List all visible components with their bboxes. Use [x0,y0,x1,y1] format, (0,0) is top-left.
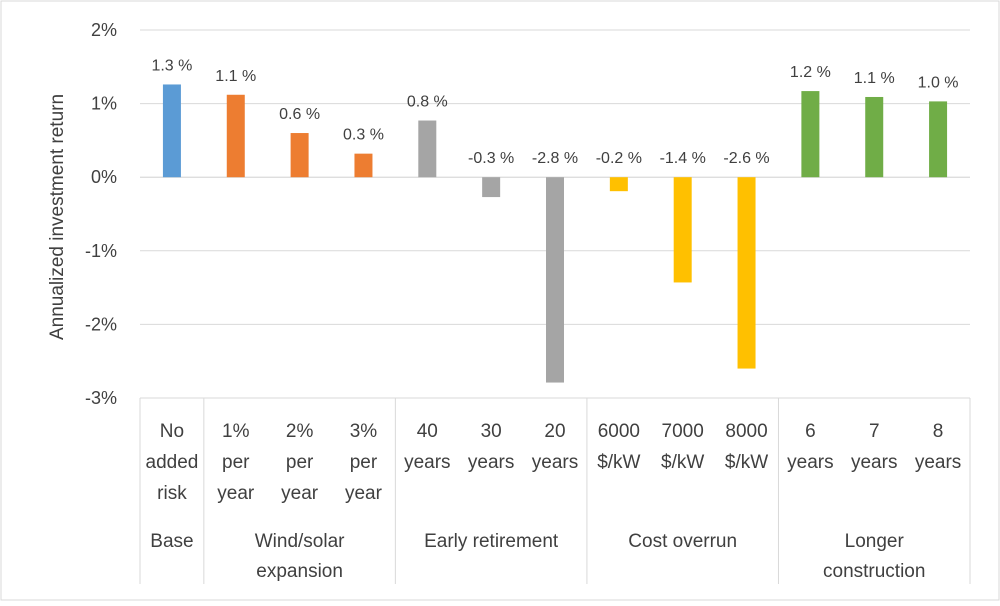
bars [162,84,948,383]
category-label: 3% [350,421,378,442]
category-label: per [350,452,378,473]
group-label: Base [150,531,193,552]
category-label: 7 [869,421,880,442]
category-label: risk [157,483,187,504]
bar [673,177,692,283]
category-label: years [787,452,833,473]
group-label: Longer [845,531,905,552]
data-label: 1.0 % [918,74,959,91]
bar [929,101,948,178]
bar [482,177,501,198]
category-label: $/kW [661,452,704,473]
category-label: $/kW [597,452,640,473]
group-label: expansion [256,561,343,582]
category-label: years [851,452,897,473]
category-label: years [915,452,961,473]
category-label: 7000 [662,421,704,442]
group-label: Wind/solar [255,531,345,552]
category-label: per [286,452,314,473]
data-label: 1.1 % [215,68,256,85]
bar [609,177,628,192]
bar [226,94,245,178]
category-label: added [146,452,199,473]
category-label: 8000 [725,421,767,442]
category-label: 6 [805,421,816,442]
category-label: years [404,452,450,473]
category-label: per [222,452,250,473]
category-label: 40 [417,421,438,442]
bar [546,177,564,383]
y-tick-label: 0% [91,167,117,187]
y-axis-title: Annualized investment return [47,94,68,340]
data-label: -0.3 % [468,150,514,167]
bar [418,120,437,178]
category-label: 30 [481,421,502,442]
category-label: 1% [222,421,250,442]
data-labels: 1.3 % 1.1 % 0.6 % 0.3 % 0.8 % -0.3 % -2.8 % -0.… [151,57,958,167]
category-label: No [160,421,184,442]
data-label: 0.3 % [343,127,384,144]
y-tick-label: 1% [91,94,117,114]
bar [354,153,373,178]
bar [290,133,309,178]
data-label: -2.6 % [723,150,769,167]
data-label: -2.8 % [532,150,578,167]
category-label: 6000 [598,421,640,442]
data-label: -1.4 % [660,150,706,167]
data-label: -0.2 % [596,150,642,167]
data-label: 1.1 % [854,70,895,87]
group-label: Early retirement [424,531,559,552]
y-tick-label: -2% [85,314,117,334]
category-label: year [281,483,319,504]
category-label: year [217,483,255,504]
bar [865,96,884,178]
y-tick-label: 2% [91,20,117,40]
y-tick-label: -3% [85,388,117,408]
category-labels: No added risk 1% per year 2% per year 3% per year 40… [139,398,971,584]
data-label: 0.8 % [407,94,448,111]
category-label: 2% [286,421,314,442]
data-label: 1.2 % [790,64,831,81]
y-tick-label: -1% [85,241,117,261]
category-label: 20 [544,421,565,442]
bar [737,177,756,369]
bar [162,84,181,178]
category-label: $/kW [725,452,768,473]
group-label: construction [823,561,925,582]
category-label: years [468,452,514,473]
group-label: Cost overrun [628,531,737,552]
category-label: 8 [933,421,944,442]
category-label: years [532,452,578,473]
category-label: year [345,483,383,504]
data-label: 1.3 % [151,57,192,74]
data-label: 0.6 % [279,106,320,123]
bar [801,91,820,178]
